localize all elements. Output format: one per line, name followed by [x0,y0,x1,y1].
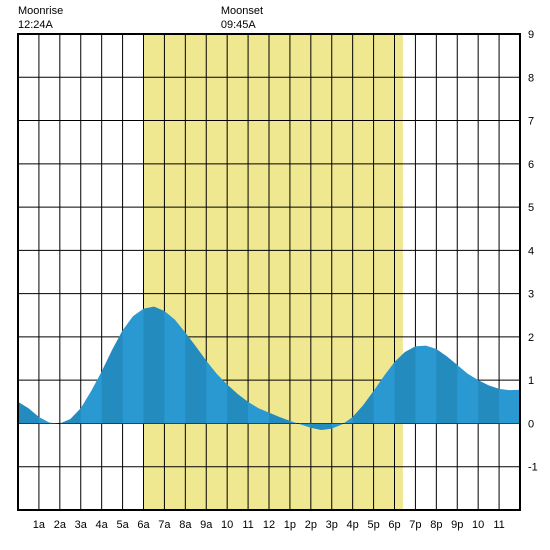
moonset-label: Moonset [221,5,263,17]
y-tick-label: 7 [528,116,534,128]
y-tick-label: 4 [528,245,534,257]
x-tick-label: 4a [96,519,109,531]
x-tick-label: 4p [347,519,359,531]
x-tick-label: 11 [242,519,253,531]
chart-svg: -101234567891a2a3a4a5a6a7a8a9a1011121p2p… [0,0,550,550]
y-tick-label: 5 [528,202,534,214]
tide-shade [144,307,165,424]
y-tick-label: 1 [528,375,534,387]
x-tick-label: 11 [493,519,504,531]
x-tick-label: 7a [158,519,171,531]
y-tick-label: 3 [528,289,534,301]
tide-shade [478,380,499,423]
x-tick-label: 6a [137,519,150,531]
x-tick-label: 9p [451,519,463,531]
tide-shade [436,349,457,423]
x-tick-label: 8a [179,519,192,531]
x-tick-label: 5a [116,519,129,531]
y-tick-label: 2 [528,332,534,344]
y-tick-label: 8 [528,72,534,84]
tide-shade [60,408,81,423]
moonrise-time: 12:24A [18,19,54,31]
x-tick-label: 3a [75,519,88,531]
tide-shade [102,330,123,423]
y-tick-label: 9 [528,29,534,41]
x-tick-label: 3p [326,519,338,531]
x-tick-label: 12 [263,519,275,531]
x-tick-label: 1p [284,519,296,531]
x-tick-label: 9a [200,519,213,531]
y-tick-label: -1 [528,462,538,474]
x-tick-label: 10 [221,519,233,531]
x-tick-label: 7p [409,519,421,531]
x-tick-label: 6p [388,519,400,531]
moonrise-label: Moonrise [18,5,63,17]
moonset-time: 09:45A [221,19,257,31]
daylight-band [144,34,403,510]
x-tick-label: 5p [367,519,379,531]
tide-chart: -101234567891a2a3a4a5a6a7a8a9a1011121p2p… [0,0,550,550]
y-tick-label: 0 [528,418,534,430]
y-tick-label: 6 [528,159,534,171]
x-tick-label: 10 [472,519,484,531]
x-tick-label: 2a [54,519,67,531]
x-tick-label: 1a [33,519,46,531]
x-tick-label: 8p [430,519,442,531]
tide-shade [18,402,39,424]
x-tick-label: 2p [305,519,317,531]
